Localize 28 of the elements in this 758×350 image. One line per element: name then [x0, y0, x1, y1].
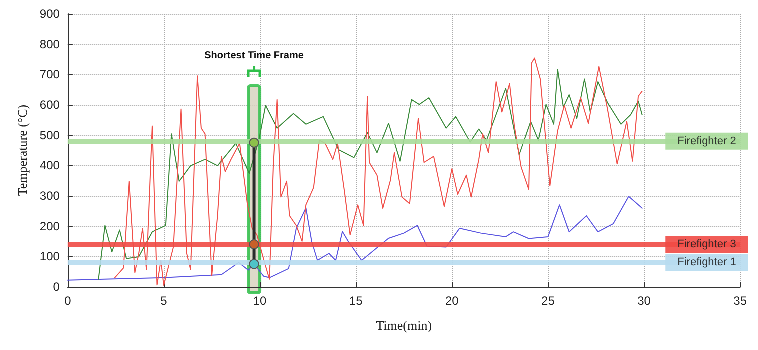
x-tick-label: 10 — [253, 294, 268, 308]
point — [249, 240, 260, 250]
line-series — [67, 196, 643, 281]
y-tick-label: 100 — [40, 250, 60, 264]
y-axis-title: Temperature (°C) — [15, 104, 30, 196]
y-tick-label: 400 — [40, 158, 60, 173]
y-tick-label: 500 — [40, 128, 60, 142]
y-tick-label: 200 — [40, 219, 60, 234]
point — [249, 259, 260, 270]
y-tick-label: 300 — [40, 189, 60, 203]
annotation: Shortest Time Frame — [204, 50, 304, 62]
ref-line-label: Firefighter 3 — [678, 238, 736, 251]
x-tick-label: 20 — [445, 294, 460, 308]
x-tick-label: 30 — [638, 294, 652, 308]
point — [249, 138, 260, 148]
y-tick-label: 700 — [40, 68, 60, 82]
x-tick-label: 5 — [160, 294, 168, 308]
x-tick-label: 35 — [734, 294, 748, 308]
y-tick-label: 0 — [53, 280, 60, 294]
y-tick-label: 800 — [40, 37, 60, 52]
x-tick-label: 0 — [64, 294, 72, 308]
x-tick-label: 15 — [349, 294, 364, 308]
x-axis-title: Time(min) — [376, 318, 432, 333]
ref-line-label: Firefighter 1 — [678, 256, 736, 269]
y-tick-label: 600 — [40, 98, 60, 112]
y-tick-label: 900 — [40, 7, 60, 21]
ref-line-label: Firefighter 2 — [678, 135, 736, 148]
x-tick-label: 25 — [542, 294, 556, 308]
